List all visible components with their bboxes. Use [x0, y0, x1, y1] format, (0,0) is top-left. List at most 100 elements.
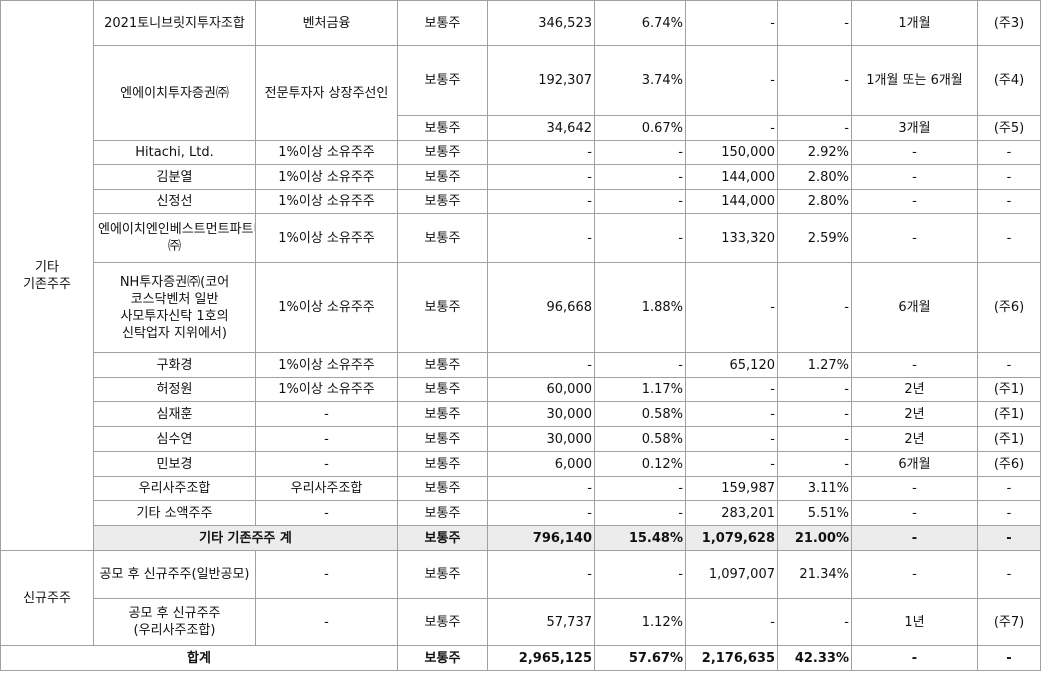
- table-row: 심수연 - 보통주 30,000 0.58% - -2년 (주1): [1, 426, 1041, 452]
- table-cell: 허정원: [93, 377, 256, 402]
- table-cell: -: [255, 550, 398, 599]
- table-cell: 보통주: [397, 115, 488, 141]
- table-cell: -: [977, 645, 1041, 671]
- table-cell: 엔에이치투자증권㈜: [93, 45, 256, 141]
- table-cell: 1.12%: [594, 598, 686, 646]
- table-row: 공모 후 신규주주(우리사주조합) - 보통주 57,737 1.12% - -1년 (주7): [1, 598, 1041, 646]
- table-cell: 57.67%: [594, 645, 686, 671]
- table-cell: -: [594, 352, 686, 378]
- table-cell: 1개월 또는 6개월: [851, 45, 978, 116]
- total-row: 합계 보통주 2,965,125 57.67% 2,176,635 42.33% - -: [0, 645, 1041, 671]
- table-row: 심재훈 - 보통주 30,000 0.58% - -2년 (주1): [1, 401, 1041, 427]
- table-cell: 2,965,125: [487, 645, 595, 671]
- table-cell: 96,668: [487, 262, 595, 353]
- table-cell: -: [594, 550, 686, 599]
- table-cell: 5.51%: [777, 500, 852, 526]
- table-cell: 1개월: [851, 0, 978, 46]
- table-cell: 보통주: [397, 401, 488, 427]
- table-cell: 보통주: [397, 525, 488, 551]
- table-cell: 보통주: [397, 476, 488, 501]
- table-cell: -: [685, 45, 778, 116]
- table-cell: 30,000: [487, 426, 595, 452]
- table-cell: 기타 소액주주: [93, 500, 256, 526]
- table-cell: -: [851, 164, 978, 190]
- table-cell: 1%이상 소유주주: [255, 189, 398, 214]
- table-row: 기타 기존주주 계 보통주 796,140 15.48% 1,079,628 21.00%…: [1, 525, 1041, 551]
- table-cell: 보통주: [397, 189, 488, 214]
- table-cell: 1%이상 소유주주: [255, 262, 398, 353]
- table-cell: -: [685, 401, 778, 427]
- table-cell: 합계: [0, 645, 398, 671]
- table-cell: -: [851, 476, 978, 501]
- table-cell: -: [977, 213, 1041, 263]
- table-cell: (주5): [977, 115, 1041, 141]
- table-cell: 6.74%: [594, 0, 686, 46]
- table-cell: 1%이상 소유주주: [255, 164, 398, 190]
- table-cell: 2년: [851, 401, 978, 427]
- table-cell: 엔에이치엔인베스트먼트파트너스㈜: [93, 213, 256, 263]
- table-cell: 보통주: [397, 164, 488, 190]
- table-cell: 346,523: [487, 0, 595, 46]
- table-cell: 민보경: [93, 451, 256, 477]
- table-cell: -: [851, 352, 978, 378]
- table-cell: -: [777, 401, 852, 427]
- table-cell: -: [851, 140, 978, 165]
- table-cell: -: [594, 164, 686, 190]
- table-cell: 6개월: [851, 451, 978, 477]
- table-cell: -: [977, 140, 1041, 165]
- table-cell: 심수연: [93, 426, 256, 452]
- table-cell: 2년: [851, 377, 978, 402]
- table-cell: -: [685, 451, 778, 477]
- table-row: 신규주주 공모 후 신규주주(일반공모) - 보통주 - -1,097,007 21.34%…: [0, 550, 1041, 646]
- table-row: 김분열 1%이상 소유주주 보통주 - -144,000 2.80% - -: [1, 164, 1041, 190]
- table-cell: 보통주: [397, 352, 488, 378]
- table-cell: -: [487, 476, 595, 501]
- table-cell: 1,097,007: [685, 550, 778, 599]
- table-cell: 벤처금융: [255, 0, 398, 46]
- table-cell: 우리사주조합: [93, 476, 256, 501]
- table-cell: -: [487, 189, 595, 214]
- table-cell: -: [487, 500, 595, 526]
- table-cell: 21.34%: [777, 550, 852, 599]
- table-cell: -: [255, 451, 398, 477]
- table-cell: 21.00%: [777, 525, 852, 551]
- table-cell: 기타 기존주주 계: [93, 525, 398, 551]
- table-cell: 144,000: [685, 164, 778, 190]
- table-cell: 796,140: [487, 525, 595, 551]
- table-cell: (주7): [977, 598, 1041, 646]
- table-cell: -: [685, 0, 778, 46]
- table-cell: 0.58%: [594, 401, 686, 427]
- table-cell: 1.88%: [594, 262, 686, 353]
- table-cell: -: [777, 377, 852, 402]
- table-cell: 144,000: [685, 189, 778, 214]
- table-cell: -: [594, 500, 686, 526]
- table-cell: 공모 후 신규주주(우리사주조합): [93, 598, 256, 646]
- table-cell: 3개월: [851, 115, 978, 141]
- table-cell: -: [851, 213, 978, 263]
- table-cell: -: [255, 426, 398, 452]
- table-cell: 30,000: [487, 401, 595, 427]
- table-row: 엔에이치엔인베스트먼트파트너스㈜1%이상 소유주주보통주--133,3202.5…: [1, 213, 1041, 263]
- table-cell: 보통주: [397, 500, 488, 526]
- table-cell: -: [851, 550, 978, 599]
- table-cell: NH투자증권㈜(코어 코스닥벤처 일반 사모투자신탁 1호의 신탁업자 지위에서…: [93, 262, 256, 353]
- table-cell: -: [851, 645, 978, 671]
- table-cell: 2.80%: [777, 164, 852, 190]
- table-cell: 1%이상 소유주주: [255, 377, 398, 402]
- table-cell: -: [851, 189, 978, 214]
- table-cell: 전문투자자 상장주선인: [255, 45, 398, 141]
- table-cell: 보통주: [397, 377, 488, 402]
- table-cell: 15.48%: [594, 525, 686, 551]
- table-cell: 0.67%: [594, 115, 686, 141]
- table-cell: -: [487, 213, 595, 263]
- table-cell: -: [685, 262, 778, 353]
- table-row: 허정원 1%이상 소유주주 보통주 60,000 1.17% - -2년 (주1): [1, 377, 1041, 402]
- table-cell: (주6): [977, 262, 1041, 353]
- table-cell: Hitachi, Ltd.: [93, 140, 256, 165]
- table-cell: 34,642: [487, 115, 595, 141]
- table-cell: 보통주: [397, 0, 488, 46]
- table-cell: -: [487, 164, 595, 190]
